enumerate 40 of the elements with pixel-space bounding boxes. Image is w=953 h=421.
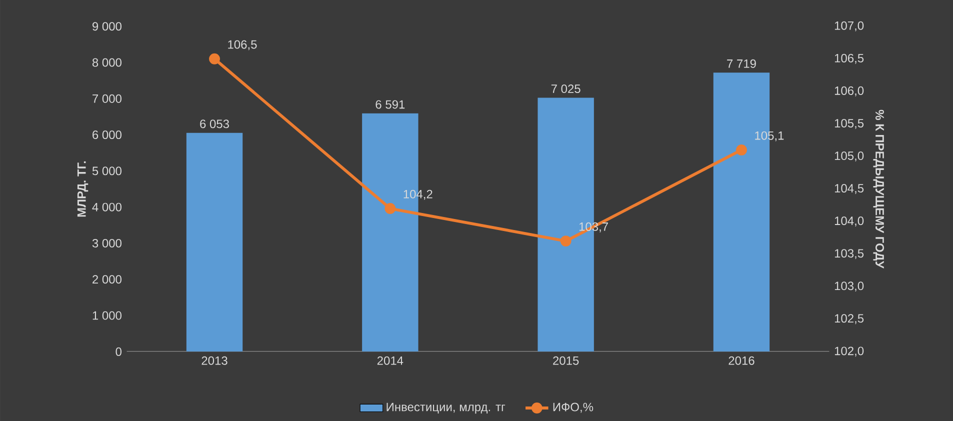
y-tick-label: 5 000 [92,166,122,176]
y-tick-label: 7 000 [92,94,122,103]
y-tick-label: 3 000 [92,238,122,248]
legend-label: ИФО,% [553,402,594,413]
y2-tick-label: 106,0 [834,86,864,96]
x-tick-label: 2014 [377,356,404,365]
y-axis-title: МЛРД. ТГ. [77,161,88,217]
y2-tick-label: 103,0 [834,282,864,292]
x-tick-label: 2013 [202,356,228,365]
y-tick-label: 4 000 [92,202,122,212]
y-tick-label: 8 000 [92,58,122,67]
point [209,53,220,64]
data-label: 6 591 [376,100,405,109]
y-tick-label: 0 [116,347,122,356]
data-label: 6 053 [200,120,229,128]
y2-tick-label: 103,5 [834,249,864,260]
data-label: 7 025 [551,84,580,94]
data-label: 7 719 [727,59,756,68]
y2-tick-label: 104,5 [834,184,864,194]
data-label: 103,7 [579,222,608,232]
y2-tick-label: 104,0 [834,216,864,226]
y2-tick-label: 107,0 [834,21,864,32]
point [384,203,396,214]
point [560,236,572,247]
y-tick-label: 9 000 [92,22,122,31]
x-tick-label: 2015 [553,356,579,365]
y-tick-label: 1 000 [92,311,122,320]
y2-tick-label: 102,0 [834,346,864,357]
y2-tick-label: 105,0 [834,152,864,162]
y2-axis-title: % К ПРЕДЫДУЩЕМУ ГОДУ [873,110,884,268]
y2-tick-label: 102,5 [834,314,864,324]
y-tick-label: 2 000 [92,275,122,284]
legend-label: Инвестиции, млрд. тг [386,402,506,414]
y2-tick-label: 105,5 [834,118,864,129]
x-tick-label: 2016 [728,356,754,365]
point [736,144,747,156]
bar [186,132,243,352]
y-tick-label: 6 000 [92,130,122,140]
data-label: 106,5 [228,40,257,50]
y2-tick-label: 106,5 [834,54,864,64]
